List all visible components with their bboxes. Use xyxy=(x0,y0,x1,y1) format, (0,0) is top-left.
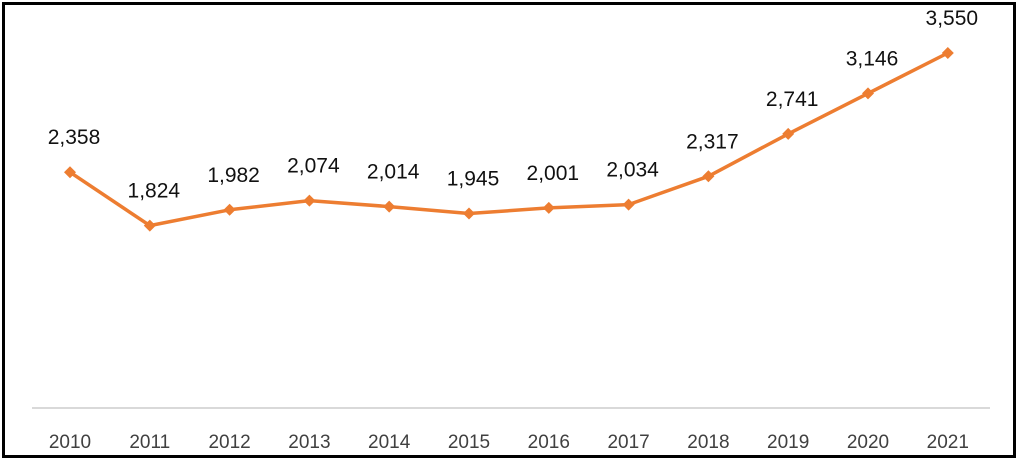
data-point-2010 xyxy=(64,166,76,179)
data-label-2016: 2,001 xyxy=(527,162,580,185)
data-label-2010: 2,358 xyxy=(48,126,101,149)
x-tick-2016: 2016 xyxy=(528,432,570,453)
x-tick-2012: 2012 xyxy=(208,432,250,453)
x-tick-2014: 2014 xyxy=(368,432,411,453)
data-label-2018: 2,317 xyxy=(686,130,739,153)
data-label-2021: 3,550 xyxy=(926,7,979,30)
data-point-2011 xyxy=(143,219,156,232)
x-tick-2018: 2018 xyxy=(687,432,729,453)
x-tick-2021: 2021 xyxy=(927,432,969,453)
x-tick-2017: 2017 xyxy=(607,432,649,453)
data-point-2021 xyxy=(941,47,954,59)
series-group xyxy=(64,47,954,232)
data-label-2017: 2,034 xyxy=(606,159,659,182)
data-labels: 2,358 1,824 1,982 2,074 2,014 1,945 2,001 2,034… xyxy=(48,7,978,203)
data-point-2014 xyxy=(383,200,396,213)
data-point-2019 xyxy=(782,127,795,140)
data-label-2019: 2,741 xyxy=(766,88,819,111)
x-tick-2015: 2015 xyxy=(448,432,490,453)
x-tick-2019: 2019 xyxy=(767,432,809,453)
x-tick-2013: 2013 xyxy=(288,432,330,453)
data-point-2017 xyxy=(622,198,635,211)
x-tick-2010: 2010 xyxy=(49,432,91,453)
x-tick-labels: 2010 2011 2012 2013 2014 2015 2016 2017 2018 2019… xyxy=(49,432,969,453)
x-tick-2020: 2020 xyxy=(847,432,889,453)
chart-frame xyxy=(2,2,1016,458)
data-label-2011: 1,824 xyxy=(128,180,181,203)
data-point-2012 xyxy=(223,203,236,216)
series-line xyxy=(69,51,949,228)
data-point-2015 xyxy=(463,207,475,220)
data-label-2012: 1,982 xyxy=(207,164,260,187)
x-tick-2011: 2011 xyxy=(129,432,170,453)
data-label-2015: 1,945 xyxy=(447,168,500,191)
data-point-2016 xyxy=(542,201,555,214)
data-label-2020: 3,146 xyxy=(846,47,899,70)
data-label-2013: 2,074 xyxy=(287,155,340,178)
data-label-2014: 2,014 xyxy=(367,161,420,184)
data-point-2018 xyxy=(702,170,715,183)
data-point-2020 xyxy=(862,87,874,100)
data-point-2013 xyxy=(303,194,316,207)
